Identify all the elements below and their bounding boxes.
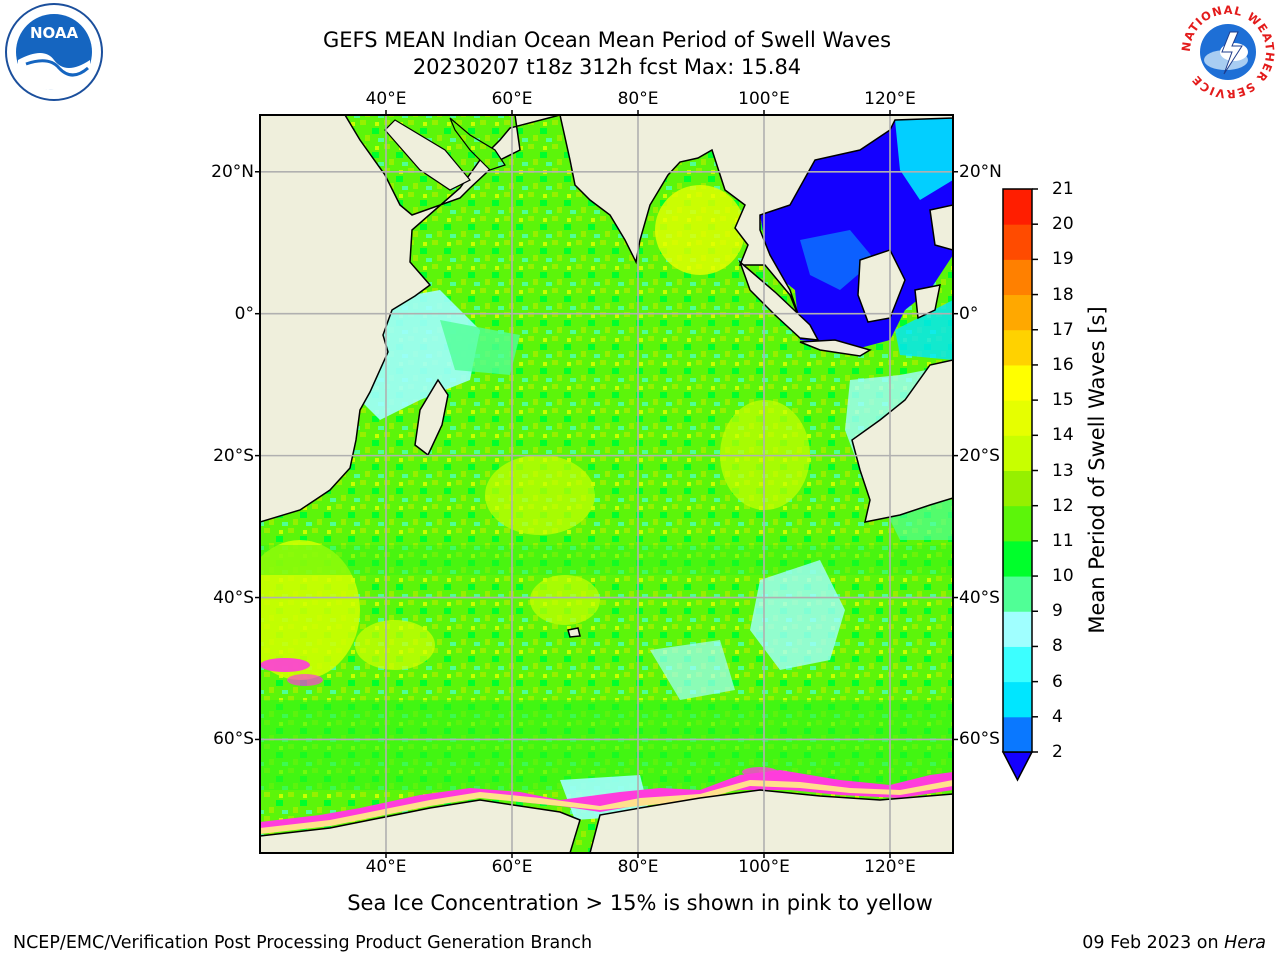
antarctica-east [589, 789, 953, 853]
sea-ice-caption: Sea Ice Concentration > 15% is shown in … [347, 891, 933, 915]
map-frame [259, 114, 954, 854]
lon-tick-label-bottom: 40°E [365, 857, 407, 877]
colorbar-segment [1003, 364, 1032, 401]
colorbar-segment [1003, 435, 1032, 471]
high-period-zone-bay [655, 185, 745, 275]
chart-subtitle: 20230207 t18z 312h fcst Max: 15.84 [412, 55, 802, 79]
colorbar-tick-label: 13 [1052, 460, 1074, 481]
colorbar-segment [1003, 646, 1032, 683]
colorbar-segment [1003, 224, 1032, 260]
lat-tick-label-left: 0° [234, 303, 254, 324]
lat-tick-label-right: 40°S [959, 587, 1000, 608]
colorbar-tick-label: 19 [1052, 249, 1074, 270]
colorbar-segment [1003, 189, 1032, 225]
colorbar-label: Mean Period of Swell Waves [s] [1085, 306, 1109, 634]
gridlines [260, 115, 953, 853]
nws-logo: NATIONAL WEATHER SERVICE [1178, 2, 1278, 102]
colorbar-tick-label: 20 [1052, 214, 1074, 235]
noaa-logo: NOAA [4, 2, 104, 102]
colorbar-tick-label: 14 [1052, 425, 1074, 446]
colorbar-tick-label: 21 [1052, 179, 1074, 199]
colorbar-segment [1003, 576, 1032, 612]
colorbar-tick-label: 18 [1052, 284, 1074, 305]
southern-belt [260, 700, 953, 790]
colorbar-tick-label: 4 [1052, 706, 1063, 727]
colorbar-segment [1003, 400, 1032, 436]
antarctica-west [260, 799, 581, 853]
footer-host: Hera [1224, 933, 1266, 953]
colorbar-under-triangle [1001, 751, 1034, 782]
java [799, 339, 872, 357]
lon-tick-label-bottom: 80°E [617, 857, 659, 877]
lat-tick-label-left: 40°S [213, 587, 254, 608]
colorbar-segment [1003, 681, 1032, 718]
colorbar-segment [1003, 259, 1032, 296]
colorbar-tick-label: 2 [1052, 742, 1063, 762]
lon-tick-label-bottom: 120°E [864, 857, 916, 877]
footer-date: 09 Feb 2023 on Hera [1082, 933, 1266, 953]
lat-tick-label-right: 60°S [959, 729, 1000, 750]
lat-tick-label-right: 0° [959, 303, 979, 324]
colorbar-tick-label: 6 [1052, 671, 1063, 692]
lon-tick-label-top: 120°E [864, 89, 916, 109]
colorbar-segment [1003, 294, 1032, 331]
colorbar-segment [1003, 470, 1032, 507]
lon-tick-label-top: 60°E [491, 89, 533, 109]
footer-date-text: 09 Feb 2023 on [1082, 933, 1225, 953]
colorbar-tick-label: 11 [1052, 530, 1074, 551]
colorbar-tick-label: 16 [1052, 354, 1074, 375]
lon-tick-label-bottom: 60°E [491, 857, 533, 877]
lon-tick-label-top: 40°E [365, 89, 407, 109]
lat-tick-label-right: 20°N [959, 161, 1002, 182]
lat-tick-label-left: 20°S [213, 445, 254, 466]
high-period-zone-sw [260, 540, 360, 680]
low-period-zone-south [750, 560, 845, 670]
australia [851, 359, 953, 523]
footer-credit: NCEP/EMC/Verification Post Processing Pr… [13, 933, 593, 953]
lon-tick-label-top: 100°E [738, 89, 790, 109]
lon-tick-label-top: 80°E [617, 89, 659, 109]
noaa-logo-text: NOAA [30, 24, 79, 42]
lat-tick-label-left: 60°S [213, 729, 254, 750]
sumatra [738, 259, 820, 341]
colorbar-tick-label: 12 [1052, 495, 1074, 516]
india-se-asia [559, 115, 953, 321]
landmasses [260, 115, 953, 853]
africa-arabia [260, 115, 561, 523]
colorbar-tick-label: 15 [1052, 390, 1074, 411]
lat-tick-label-left: 20°N [211, 161, 254, 182]
colorbar-segment [1003, 716, 1032, 753]
colorbar-segment [1003, 611, 1032, 647]
lon-tick-label-bottom: 100°E [738, 857, 790, 877]
colorbar-tick-label: 10 [1052, 566, 1074, 587]
colorbar-segment [1003, 505, 1032, 542]
colorbar-tick-label: 8 [1052, 636, 1063, 657]
kerguelen [567, 627, 581, 638]
colorbar-tick-label: 17 [1052, 319, 1074, 340]
colorbar-segment [1003, 329, 1032, 366]
colorbar [1001, 188, 1038, 782]
colorbar-segment [1003, 540, 1032, 577]
colorbar-tick-label: 9 [1052, 601, 1063, 622]
chart-title: GEFS MEAN Indian Ocean Mean Period of Sw… [322, 28, 892, 52]
lat-tick-label-right: 20°S [959, 445, 1000, 466]
